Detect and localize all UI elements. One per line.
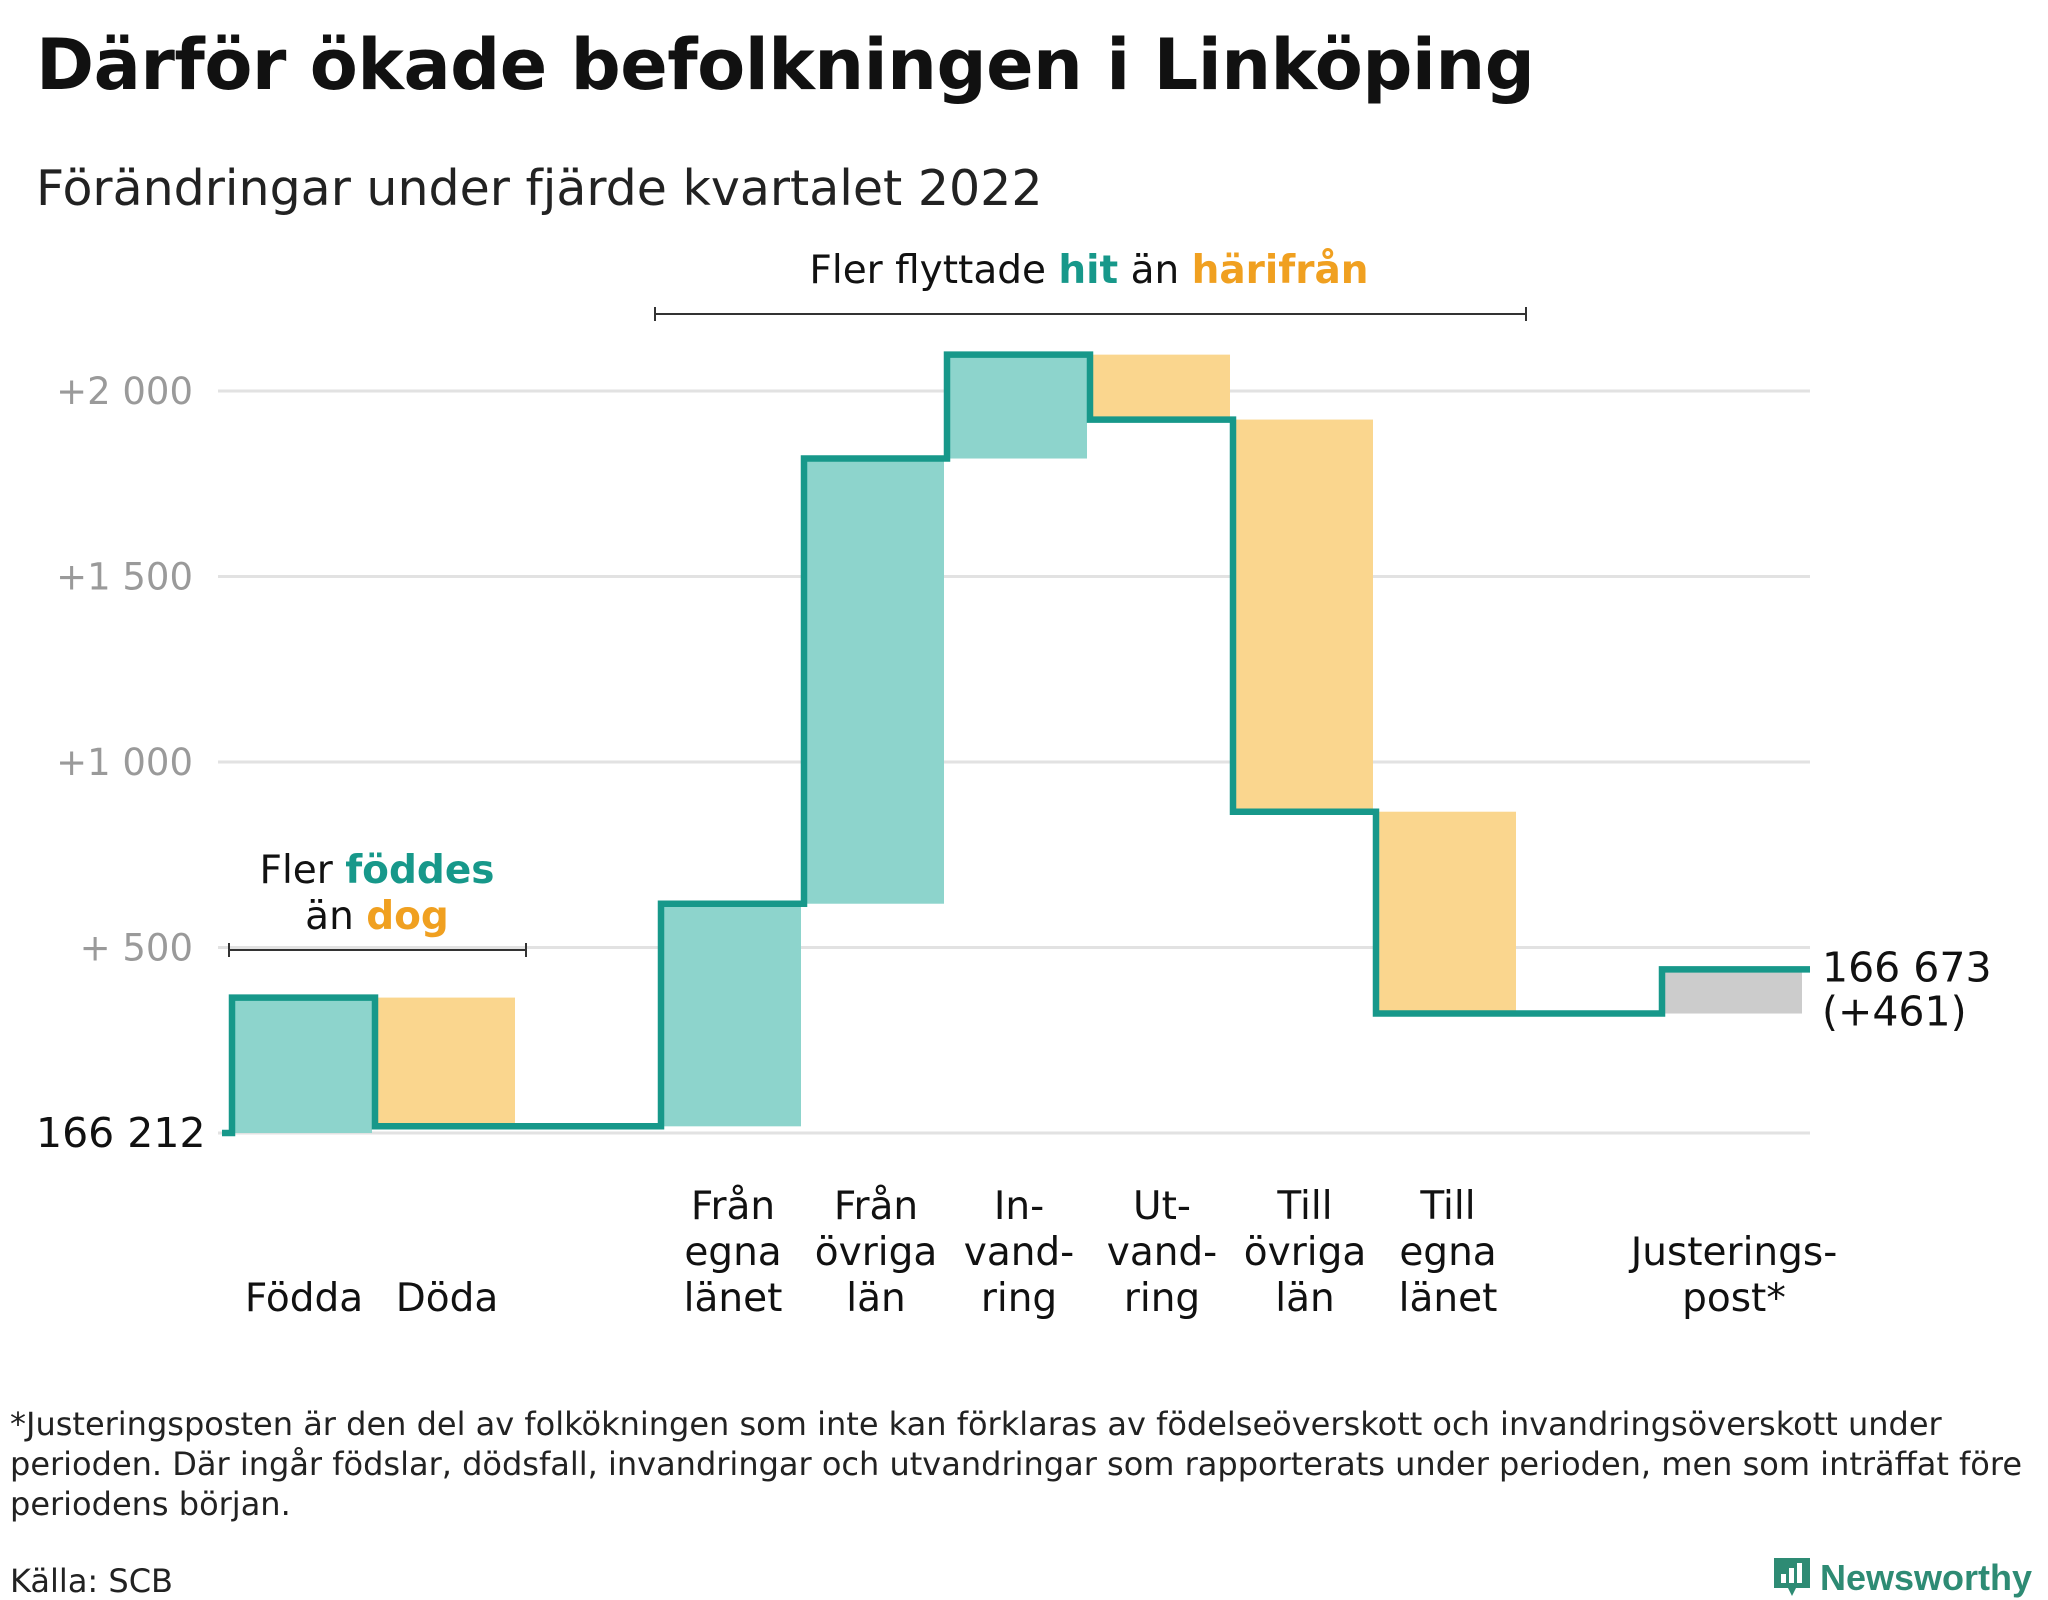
category-label: övriga — [1244, 1230, 1366, 1275]
annotation-segment: dog — [366, 894, 449, 939]
category-label: vand- — [1107, 1230, 1218, 1275]
annotation-segment: än — [1118, 248, 1191, 293]
logo-text: Newsworthy — [1820, 1557, 2033, 1598]
annotation-migration-line: Fler flyttade hit än härifrån — [809, 248, 1368, 293]
footnote: *Justeringsposten är den del av folkökni… — [10, 1405, 2023, 1523]
category-label: länet — [684, 1276, 783, 1321]
step-line-group — [222, 351, 1810, 1137]
bar-decrease — [1090, 354, 1230, 420]
category-label: Till — [1419, 1184, 1475, 1229]
category-label: In- — [994, 1184, 1044, 1229]
newsworthy-logo-icon — [1774, 1558, 1810, 1596]
bar-increase — [804, 458, 944, 904]
y-tick-label: + 500 — [80, 927, 193, 970]
start-value-label: 166 212 — [36, 1109, 206, 1157]
newsworthy-logo: Newsworthy — [1772, 1556, 2032, 1600]
category-label: Justerings- — [1628, 1230, 1838, 1275]
category-label: Ut- — [1133, 1184, 1191, 1229]
end-value-label: 166 673 — [1822, 943, 1992, 991]
bar-decrease — [1376, 811, 1516, 1014]
y-tick-label: +2 000 — [56, 370, 193, 413]
bar-decrease — [1233, 419, 1373, 812]
category-label: ring — [981, 1276, 1057, 1321]
chart-title: Därför ökade befolkningen i Linköping — [36, 24, 1535, 106]
chart-subtitle: Förändringar under fjärde kvartalet 2022 — [36, 160, 1043, 217]
bar-increase — [661, 903, 801, 1127]
category-label: ring — [1124, 1276, 1200, 1321]
y-tick-label: +1 500 — [56, 556, 193, 599]
category-label: Till — [1276, 1184, 1332, 1229]
annotation-births-line: än dog — [305, 894, 449, 939]
category-label: län — [1275, 1276, 1334, 1321]
annotation-segment: Fler flyttade — [809, 248, 1058, 293]
source-note: Källa: SCB — [10, 1562, 173, 1600]
y-tick-label: +1 000 — [56, 741, 193, 784]
annotation-segment: föddes — [345, 848, 494, 893]
category-label: Döda — [396, 1276, 499, 1321]
category-label: övriga — [815, 1230, 937, 1275]
category-label: Från — [691, 1184, 775, 1229]
category-label: länet — [1399, 1276, 1498, 1321]
cumulative-step-line — [222, 351, 1810, 1137]
bar-increase — [947, 354, 1087, 459]
category-label: egna — [1399, 1230, 1496, 1275]
bar-increase — [232, 997, 372, 1133]
end-delta-label: (+461) — [1822, 987, 1967, 1035]
bar-decrease — [375, 997, 515, 1127]
category-label: län — [846, 1276, 905, 1321]
annotation-segment: än — [305, 894, 366, 939]
bar-adjustment — [1662, 969, 1802, 1014]
annotation-births-line: Fler föddes — [260, 848, 495, 893]
annotation-segment: härifrån — [1192, 248, 1369, 293]
category-label: Födda — [245, 1276, 363, 1321]
category-label: egna — [684, 1230, 781, 1275]
annotation-segment: Fler — [260, 848, 346, 893]
category-label: Från — [834, 1184, 918, 1229]
annotation-segment: hit — [1058, 248, 1118, 293]
category-label: post* — [1682, 1276, 1786, 1321]
category-label: vand- — [964, 1230, 1075, 1275]
bars — [232, 354, 1802, 1133]
